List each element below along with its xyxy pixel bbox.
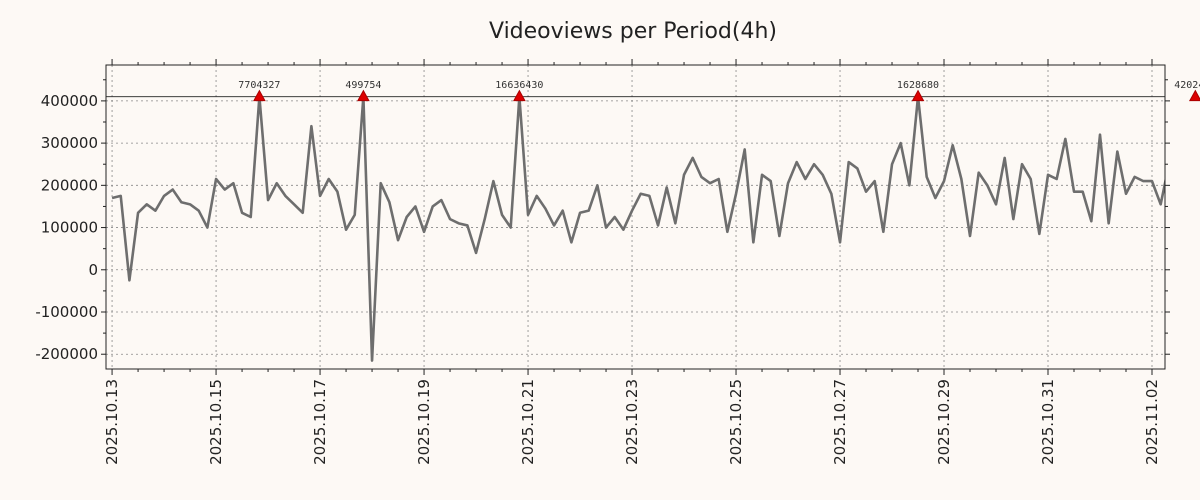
plot-frame: [105, 64, 1166, 370]
peak-marker: [911, 89, 925, 102]
x-tick-label: 2025.11.02: [1143, 379, 1161, 465]
y-tick-label: 300000: [41, 134, 98, 152]
y-axis: 400000 300000 200000 100000 0 -100000 -200000: [35, 79, 1170, 363]
x-tick-label: 2025.10.29: [935, 379, 953, 465]
y-tick-label: 0: [88, 261, 98, 279]
y-tick-label: 400000: [41, 92, 98, 110]
x-tick-label: 2025.10.25: [727, 379, 745, 465]
y-tick-label: -100000: [35, 303, 98, 321]
x-tick-label: 2025.10.31: [1039, 379, 1057, 465]
y-tick-label: 100000: [41, 219, 98, 237]
series-line-videoviews: [111, 95, 1165, 362]
peak-marker: [253, 89, 266, 102]
peak-label: 1628680: [897, 80, 939, 91]
chart-title: Videoviews per Period(4h): [489, 19, 777, 44]
y-tick-label: 200000: [41, 176, 98, 194]
y-tick-label: -200000: [35, 345, 98, 363]
series-layer: [111, 95, 1165, 362]
peak-marker: [513, 89, 526, 102]
peak-label: 499754: [345, 80, 381, 91]
x-tick-label: 2025.10.21: [519, 379, 537, 465]
peak-marker: [1188, 89, 1200, 102]
x-tick-label: 2025.10.13: [103, 379, 121, 465]
x-tick-label: 2025.10.17: [311, 379, 329, 465]
x-tick-label: 2025.10.19: [415, 379, 433, 465]
grid: [106, 65, 1165, 369]
peak-layer: 7704327 499754 16636430 1628680 4202428: [238, 80, 1200, 102]
x-axis: 2025.10.13 2025.10.15 2025.10.17 2025.10.19…: [103, 59, 1161, 465]
peak-label: 4202428: [1174, 80, 1200, 91]
peak-marker: [357, 89, 370, 102]
x-tick-label: 2025.10.23: [623, 379, 641, 465]
x-tick-label: 2025.10.27: [831, 379, 849, 465]
x-tick-label: 2025.10.15: [207, 379, 225, 465]
peak-label: 16636430: [495, 80, 543, 91]
peak-label: 7704327: [238, 80, 280, 91]
